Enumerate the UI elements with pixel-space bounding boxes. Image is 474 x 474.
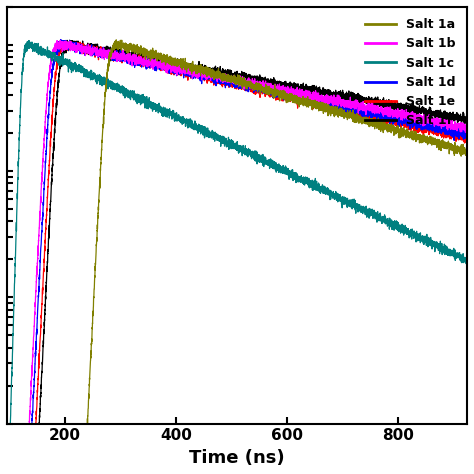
Salt 1c	[352, 202, 357, 208]
Line: Salt 1a: Salt 1a	[0, 40, 474, 474]
Salt 1e	[473, 137, 474, 143]
Salt 1c	[82, 68, 88, 74]
Salt 1a	[282, 93, 287, 99]
Salt 1b	[388, 112, 393, 118]
Salt 1f	[388, 100, 393, 105]
Salt 1c	[26, 37, 32, 43]
Salt 1c	[473, 258, 474, 264]
Salt 1f	[473, 117, 474, 122]
Salt 1b	[282, 86, 287, 92]
Salt 1a	[178, 56, 184, 62]
Salt 1b	[82, 49, 88, 55]
Salt 1d	[352, 106, 357, 112]
Salt 1e	[388, 115, 393, 120]
Line: Salt 1d: Salt 1d	[0, 39, 474, 474]
Legend: Salt 1a, Salt 1b, Salt 1c, Salt 1d, Salt 1e, Salt 1f: Salt 1a, Salt 1b, Salt 1c, Salt 1d, Salt…	[360, 13, 461, 132]
Salt 1d	[282, 91, 287, 97]
Salt 1a	[352, 116, 357, 122]
X-axis label: Time (ns): Time (ns)	[189, 449, 285, 467]
Line: Salt 1e: Salt 1e	[0, 41, 474, 474]
Salt 1c	[282, 167, 287, 173]
Salt 1a	[473, 154, 474, 159]
Salt 1b	[352, 105, 357, 111]
Salt 1e	[306, 97, 311, 102]
Salt 1a	[113, 37, 119, 43]
Salt 1f	[352, 91, 357, 97]
Line: Salt 1c: Salt 1c	[0, 40, 474, 474]
Salt 1e	[67, 38, 73, 44]
Salt 1c	[178, 114, 184, 119]
Salt 1d	[178, 65, 184, 71]
Salt 1b	[178, 63, 184, 68]
Line: Salt 1f: Salt 1f	[0, 40, 474, 474]
Salt 1c	[388, 219, 393, 225]
Salt 1b	[473, 126, 474, 132]
Salt 1f	[306, 88, 311, 94]
Salt 1f	[67, 37, 73, 43]
Salt 1e	[82, 47, 88, 53]
Salt 1b	[306, 91, 311, 96]
Salt 1f	[82, 44, 88, 50]
Salt 1c	[306, 184, 311, 190]
Salt 1a	[306, 99, 311, 104]
Salt 1d	[306, 93, 311, 99]
Salt 1d	[473, 134, 474, 139]
Salt 1b	[57, 37, 63, 43]
Line: Salt 1b: Salt 1b	[0, 40, 474, 474]
Salt 1e	[352, 106, 357, 112]
Salt 1d	[82, 48, 88, 54]
Salt 1a	[82, 462, 88, 467]
Salt 1e	[178, 66, 184, 72]
Salt 1d	[388, 115, 393, 121]
Salt 1d	[58, 36, 64, 42]
Salt 1f	[282, 79, 287, 84]
Salt 1f	[178, 65, 184, 71]
Salt 1a	[388, 127, 393, 133]
Salt 1e	[282, 91, 287, 97]
